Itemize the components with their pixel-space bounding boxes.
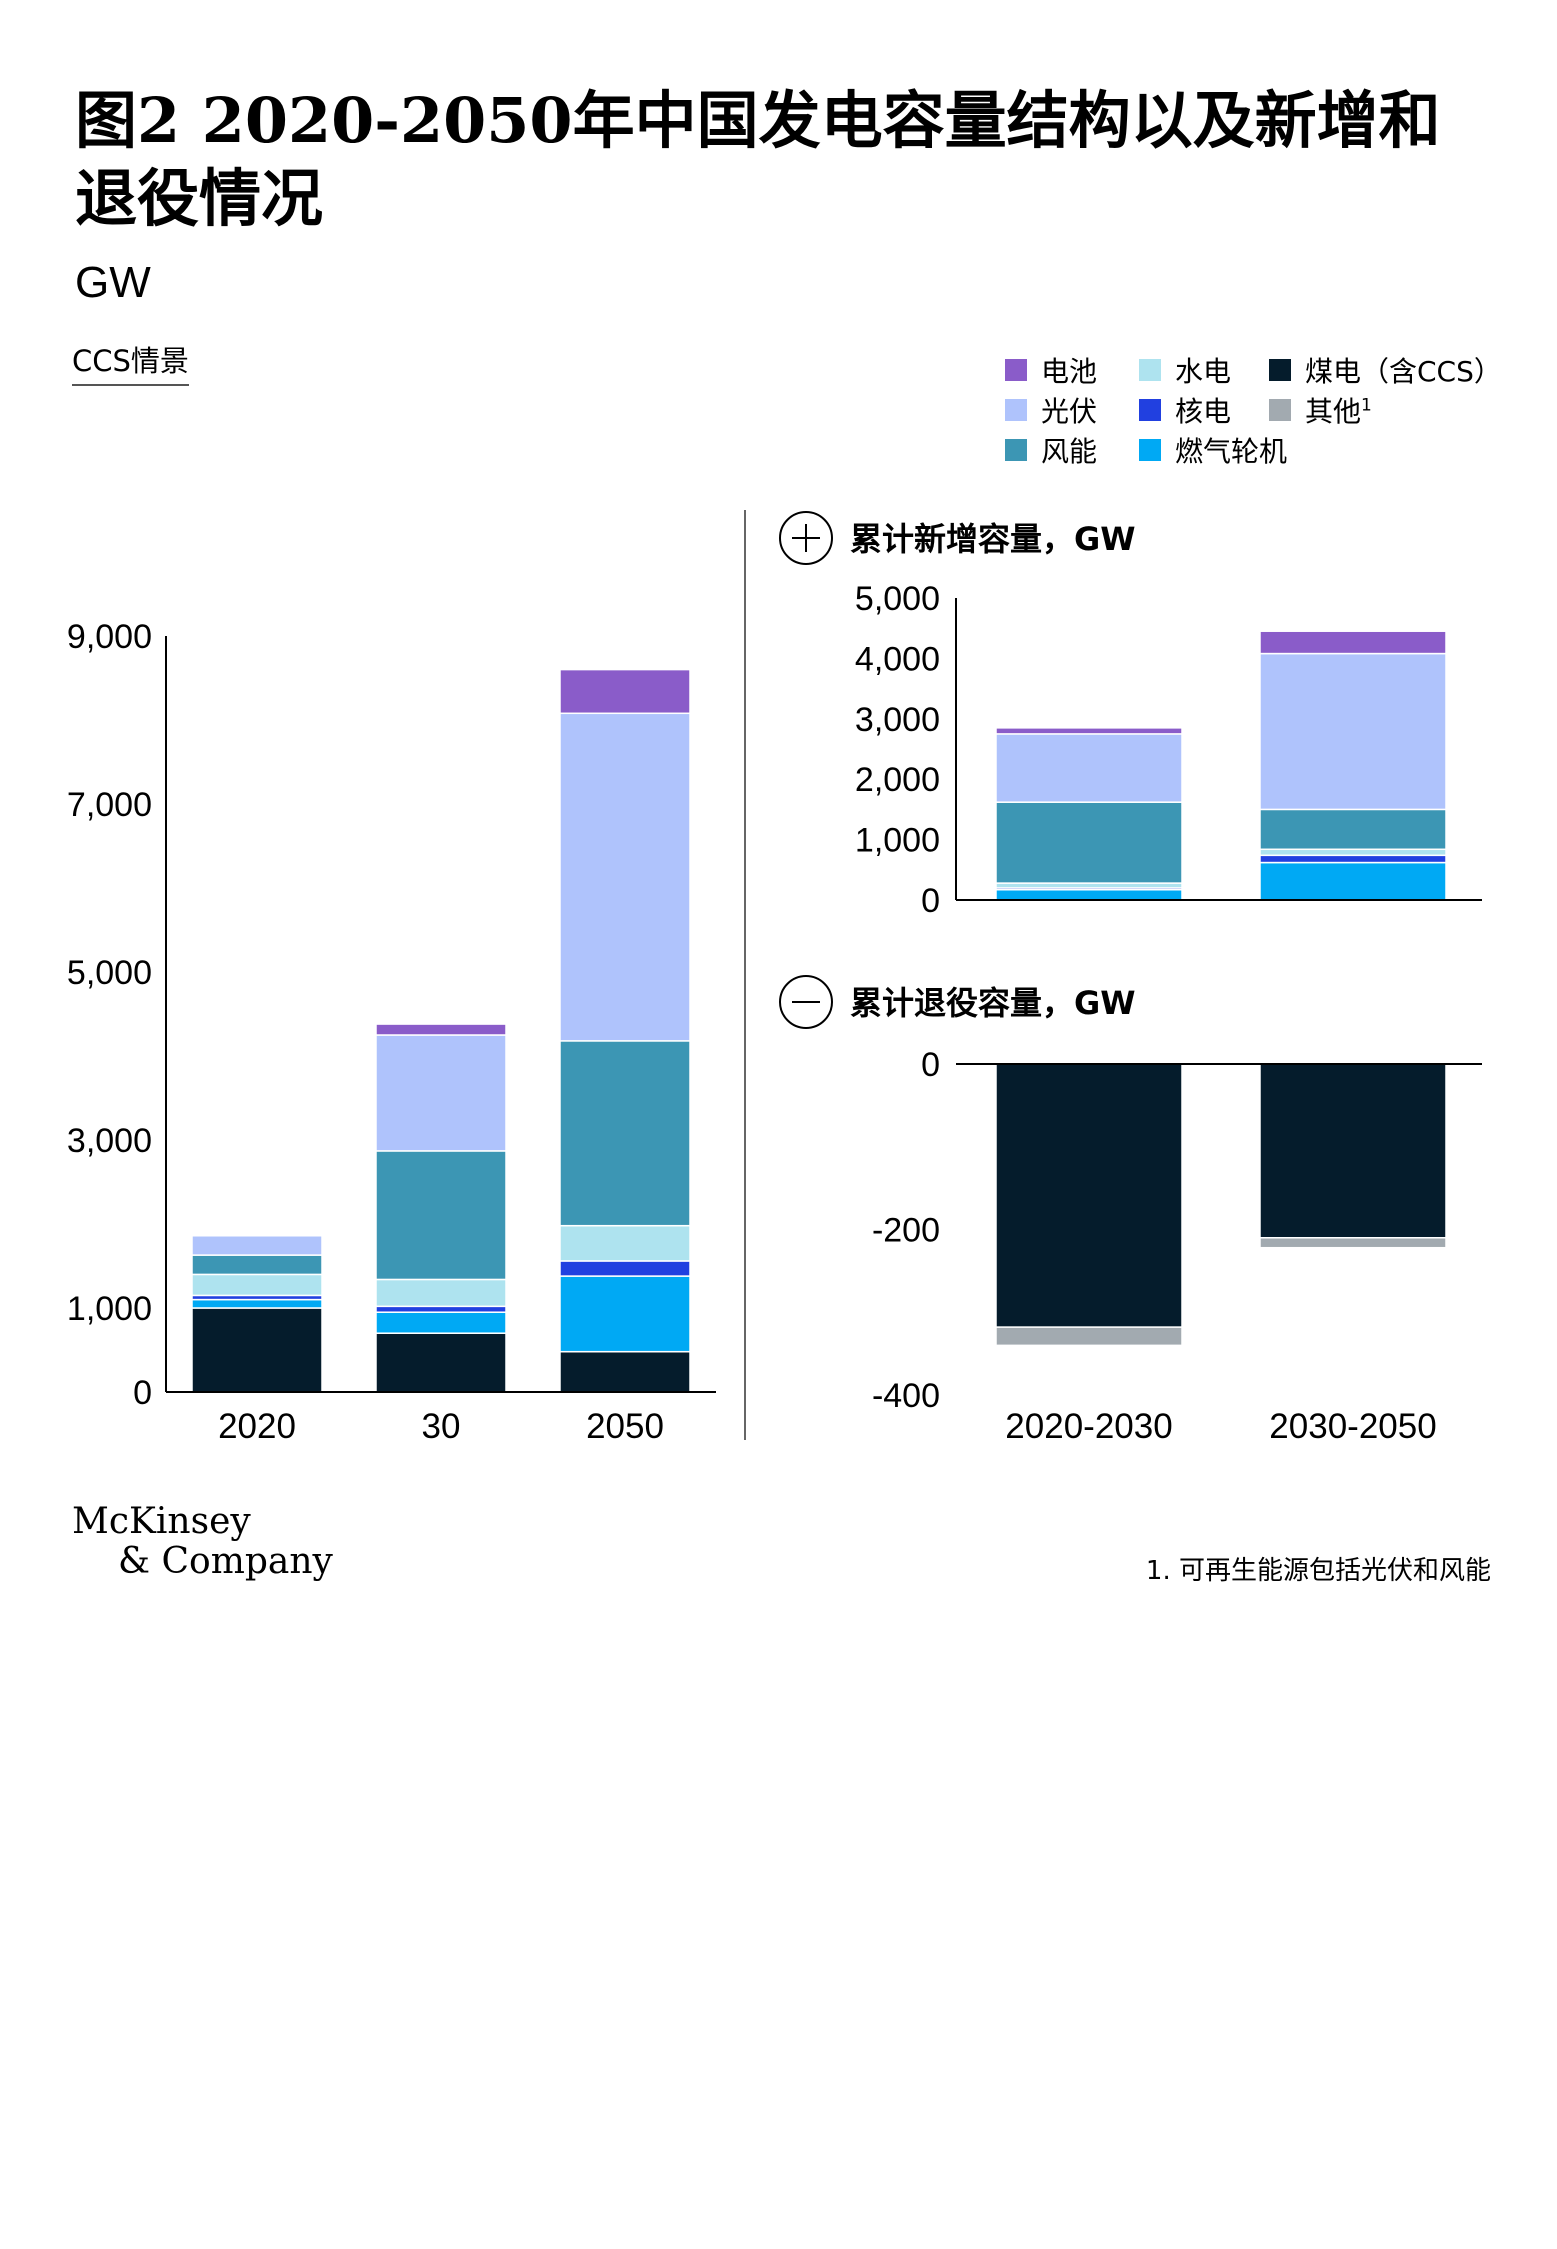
legend-swatch-solar (1005, 399, 1027, 421)
capacity-bar-1-seg-5 (375, 1034, 507, 1152)
capacity-bar-2-seg-0 (559, 1350, 691, 1393)
capacity-bar-1-seg-4 (375, 1150, 507, 1281)
capacity-bar-2-seg-1 (559, 1275, 691, 1353)
legend-label-nuclear: 核电 (1175, 395, 1232, 428)
legend-swatch-battery (1005, 359, 1027, 381)
added-bar-1-seg-1 (1259, 854, 1447, 864)
added-ytick-4: 1,000 (855, 822, 940, 860)
retired-bar-0-seg-0 (995, 1063, 1183, 1328)
added-ytick-0: 5,000 (855, 580, 940, 618)
capacity-ytick-2: 5,000 (67, 954, 152, 992)
added-bar-0-seg-4 (995, 733, 1183, 803)
legend-item-solar: 光伏 (1005, 390, 1097, 430)
capacity-bar-1-seg-6 (375, 1023, 507, 1036)
capacity-bar-1-seg-2 (375, 1305, 507, 1313)
legend-label-hydro: 水电 (1175, 355, 1232, 388)
capacity-bar-0-seg-3 (191, 1273, 323, 1297)
legend-swatch-hydro (1139, 359, 1161, 381)
footnote: 1. 可再生能源包括光伏和风能 (1145, 1556, 1491, 1586)
capacity-ytick-3: 3,000 (67, 1122, 152, 1160)
retired-ytick-1: -200 (872, 1212, 940, 1250)
scenario-tab[interactable]: CCS情景 (72, 338, 189, 386)
legend-label-wind: 风能 (1041, 435, 1098, 468)
capacity-xlabel-0: 2020 (218, 1407, 296, 1446)
capacity-bar-1-seg-0 (375, 1332, 507, 1393)
added-bar-1-seg-4 (1259, 652, 1447, 811)
retired-bar-0-seg-1 (995, 1326, 1183, 1347)
capacity-bar-0-seg-0 (191, 1307, 323, 1393)
capacity-chart: 9,000 7,000 5,000 3,000 1,000 0 2020 30 2050 (67, 618, 716, 1446)
capacity-bar-2-seg-3 (559, 1224, 691, 1262)
retired-xlabel-1: 2030-2050 (1269, 1407, 1436, 1446)
retired-ytick-0: 0 (921, 1046, 940, 1084)
added-bar-1-seg-2 (1259, 848, 1447, 857)
legend-swatch-nuclear (1139, 399, 1161, 421)
legend-label-solar: 光伏 (1041, 395, 1098, 428)
added-bar-0-seg-0 (995, 888, 1183, 901)
retired-bar-1-seg-1 (1259, 1237, 1447, 1249)
capacity-bar-2-seg-2 (559, 1260, 691, 1277)
capacity-bar-1-seg-1 (375, 1311, 507, 1334)
brand-logo: McKinsey & Company (72, 1502, 333, 1582)
added-ytick-2: 3,000 (855, 701, 940, 739)
added-chart: 5,000 4,000 3,000 2,000 1,000 0 (855, 580, 1482, 920)
legend-item-nuclear: 核电 (1139, 390, 1231, 430)
legend-item-battery: 电池 (1005, 350, 1097, 390)
added-bar-0-seg-3 (995, 801, 1183, 884)
capacity-xlabel-1: 30 (422, 1407, 461, 1446)
added-panel-title: 累计新增容量，GW (850, 520, 1136, 558)
capacity-ytick-1: 7,000 (67, 786, 152, 824)
added-bar-1-seg-0 (1259, 861, 1447, 901)
capacity-ytick-0: 9,000 (67, 618, 152, 656)
legend-swatch-coal (1269, 359, 1291, 381)
legend-swatch-wind (1005, 439, 1027, 461)
capacity-bar-2-seg-5 (559, 712, 691, 1042)
minus-circle-icon (779, 975, 833, 1029)
brand-line-2: & Company (118, 1541, 333, 1582)
retired-bar-1-seg-0 (1259, 1063, 1447, 1239)
legend-swatch-gas (1139, 439, 1161, 461)
retired-ytick-2: -400 (872, 1377, 940, 1415)
added-ytick-3: 2,000 (855, 761, 940, 799)
retired-panel-header: 累计退役容量，GW (779, 975, 1136, 1029)
unit-label: GW (75, 258, 151, 307)
added-bar-0-seg-5 (995, 727, 1183, 735)
legend-swatch-other (1269, 399, 1291, 421)
capacity-ytick-4: 1,000 (67, 1290, 152, 1328)
capacity-xlabel-2: 2050 (586, 1407, 664, 1446)
legend-item-other: 其他1 (1269, 390, 1372, 430)
brand-line-1: McKinsey (72, 1501, 251, 1542)
retired-chart: 0 -200 -400 2020-2030 2030-2050 (872, 1046, 1482, 1446)
capacity-bar-0-seg-5 (191, 1235, 323, 1256)
plus-circle-icon (779, 511, 833, 565)
added-ytick-5: 0 (921, 882, 940, 920)
capacity-bar-2-seg-4 (559, 1040, 691, 1227)
capacity-bar-0-seg-1 (191, 1298, 323, 1309)
capacity-bar-0-seg-4 (191, 1254, 323, 1276)
legend-label-other: 其他1 (1305, 395, 1372, 428)
capacity-bar-2-seg-6 (559, 668, 691, 715)
capacity-ytick-5: 0 (133, 1374, 152, 1412)
retired-xlabel-0: 2020-2030 (1005, 1407, 1172, 1446)
capacity-bar-1-seg-3 (375, 1278, 507, 1308)
added-panel-header: 累计新增容量，GW (779, 511, 1136, 565)
legend: 电池 水电 煤电（含CCS） 光伏 核电 其他1 风能 燃气轮机 (1005, 350, 1545, 470)
added-bar-1-seg-5 (1259, 630, 1447, 655)
retired-panel-title: 累计退役容量，GW (850, 984, 1136, 1022)
chart-title: 图2 2020-2050年中国发电容量结构以及新增和退役情况 (75, 84, 1441, 235)
added-ytick-1: 4,000 (855, 640, 940, 678)
legend-item-coal: 煤电（含CCS） (1269, 350, 1502, 390)
legend-label-battery: 电池 (1041, 355, 1098, 388)
added-bar-1-seg-3 (1259, 808, 1447, 851)
legend-label-gas: 燃气轮机 (1175, 435, 1288, 468)
legend-label-coal: 煤电（含CCS） (1305, 355, 1502, 388)
legend-item-wind: 风能 (1005, 430, 1097, 470)
legend-item-gas: 燃气轮机 (1139, 430, 1287, 470)
legend-footnote-marker: 1 (1361, 395, 1372, 416)
legend-item-hydro: 水电 (1139, 350, 1231, 390)
